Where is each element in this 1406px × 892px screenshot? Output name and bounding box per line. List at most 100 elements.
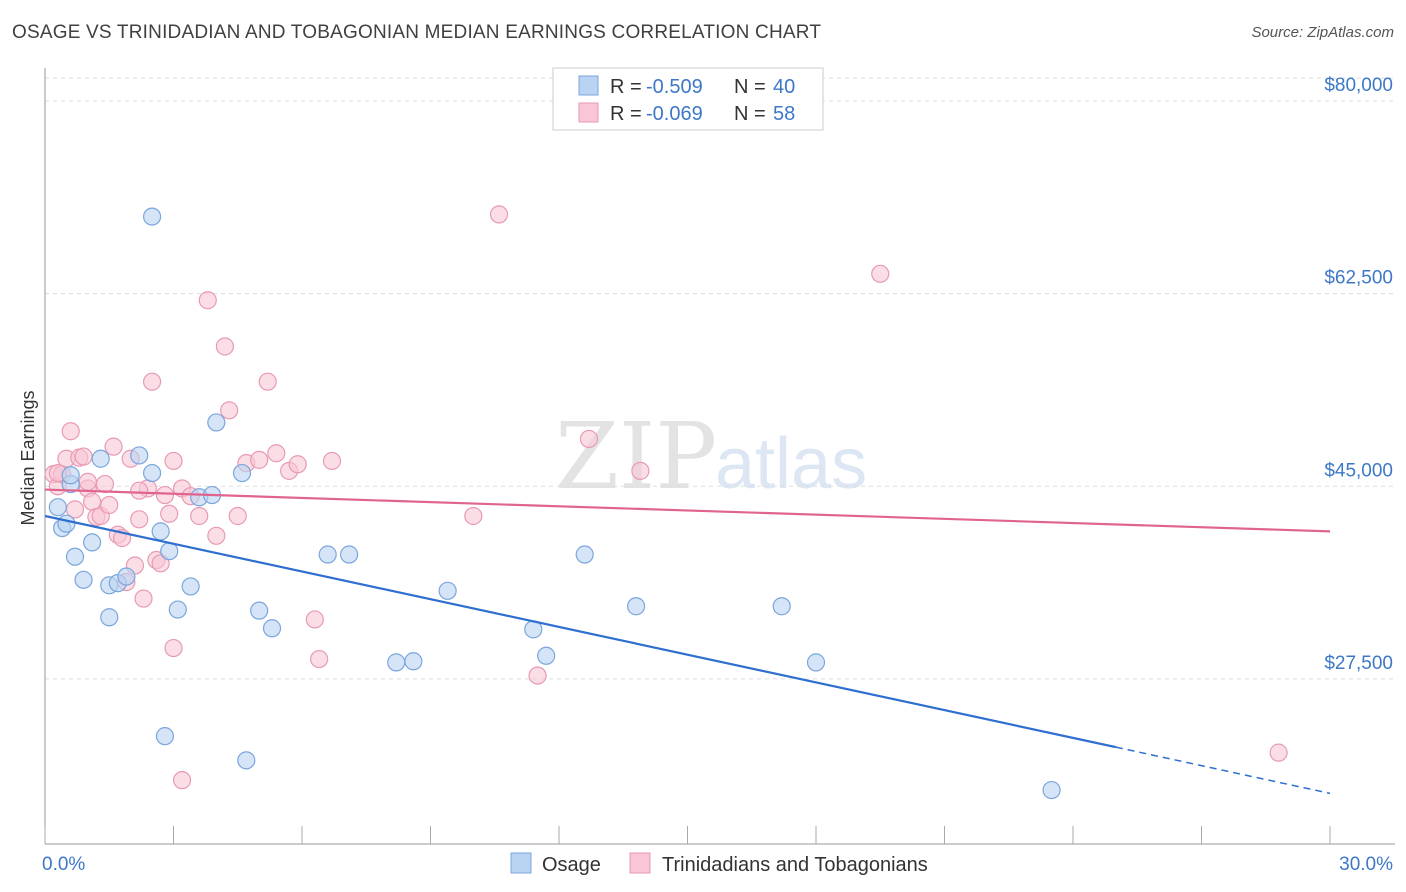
- osage-point-26: [237, 751, 256, 770]
- trini-point-46: [164, 638, 183, 658]
- trini-point-12: [95, 474, 115, 494]
- trini-trend-line: [44, 488, 1331, 533]
- y-tick-label-3: $80,000: [1324, 75, 1393, 96]
- trini-point-57: [130, 481, 149, 500]
- trini-point-35: [220, 401, 239, 420]
- trini-point-50: [528, 666, 547, 685]
- trini-point-47: [172, 771, 192, 790]
- legend-n-label-osage: N =: [734, 76, 766, 98]
- trini-point-23: [142, 372, 162, 391]
- osage-point-8: [83, 533, 102, 552]
- legend-n-label-trini: N =: [734, 103, 766, 125]
- trini-point-54: [1269, 743, 1288, 762]
- trini-point-14: [104, 437, 123, 456]
- osage-point-7: [74, 570, 93, 589]
- osage-point-28: [340, 545, 359, 564]
- trini-point-26: [155, 485, 175, 505]
- osage-point-6: [65, 547, 85, 566]
- trini-point-51: [579, 429, 599, 449]
- osage-point-34: [575, 545, 594, 564]
- stats-legend: R = -0.509 N = 40 R = -0.069 N = 58: [552, 67, 824, 131]
- bottom-swatch-trini: [629, 852, 651, 874]
- trini-point-32: [198, 291, 217, 310]
- legend-r-value-trini: -0.069: [646, 103, 703, 125]
- trini-point-55: [78, 472, 97, 491]
- trend-lines: [44, 488, 1331, 795]
- bottom-legend-trini: Trinidadians and Tobagonians: [662, 854, 928, 876]
- trini-point-33: [207, 526, 226, 545]
- osage-trend-line: [44, 514, 1117, 749]
- trini-point-53: [871, 264, 890, 283]
- osage-point-24: [100, 608, 119, 627]
- osage-point-21: [232, 463, 252, 483]
- trini-point-48: [464, 506, 483, 526]
- trini-point-34: [215, 337, 234, 356]
- grid-lines: [45, 77, 1395, 680]
- osage-point-30: [404, 652, 423, 671]
- trini-point-36: [228, 506, 247, 526]
- osage-point-13: [130, 446, 149, 465]
- trini-point-27: [160, 504, 179, 523]
- osage-point-27: [318, 545, 337, 564]
- legend-r-value-osage: -0.509: [646, 76, 703, 98]
- legend-swatch-trini: [578, 102, 599, 123]
- watermark-zip: ZIP: [555, 403, 717, 510]
- y-tick-label-1: $45,000: [1324, 460, 1393, 481]
- trini-point-20: [130, 510, 149, 529]
- osage-point-14: [142, 463, 162, 483]
- series-legend: Osage Trinidadians and Tobagonians: [510, 852, 928, 876]
- trini-point-49: [489, 205, 509, 224]
- legend-r-label-trini: R =: [610, 103, 642, 125]
- trini-point-40: [267, 444, 286, 463]
- osage-point-17: [168, 600, 187, 619]
- osage-point-0: [142, 207, 162, 226]
- trini-point-43: [305, 610, 324, 629]
- osage-point-12: [117, 567, 136, 586]
- osage-point-25: [155, 727, 175, 746]
- x-ticks: [44, 826, 1331, 844]
- osage-point-15: [151, 522, 170, 541]
- osage-point-23: [262, 619, 282, 638]
- axes: [44, 68, 1395, 845]
- osage-point-35: [626, 597, 646, 616]
- trini-point-28: [164, 451, 183, 471]
- source-label: Source: ZipAtlas.com: [1251, 24, 1394, 41]
- legend-n-value-osage: 40: [773, 76, 795, 98]
- osage-point-9: [91, 449, 110, 468]
- y-axis-title: Median Earnings: [18, 390, 38, 525]
- osage-point-39: [61, 466, 80, 485]
- osage-point-4: [57, 514, 76, 533]
- bottom-swatch-osage: [510, 852, 532, 874]
- bottom-legend-osage: Osage: [542, 854, 601, 876]
- trini-point-42: [288, 455, 307, 474]
- trini-point-44: [310, 649, 329, 669]
- osage-point-36: [772, 597, 791, 616]
- legend-swatch-osage: [578, 75, 599, 96]
- chart-title: OSAGE VS TRINIDADIAN AND TOBAGONIAN MEDI…: [12, 22, 822, 43]
- osage-point-16: [160, 542, 179, 561]
- osage-point-2: [48, 498, 67, 517]
- y-tick-label-0: $27,500: [1324, 653, 1393, 674]
- y-tick-label-2: $62,500: [1324, 268, 1393, 289]
- osage-point-29: [387, 653, 406, 672]
- osage-trend-extension: [1115, 746, 1331, 795]
- osage-point-18: [181, 577, 200, 596]
- watermark-atlas: atlas: [715, 424, 867, 504]
- trini-point-45: [322, 451, 342, 471]
- trini-point-39: [258, 372, 277, 391]
- osage-point-1: [207, 413, 226, 432]
- trini-point-21: [134, 589, 153, 608]
- osage-point-37: [806, 653, 826, 672]
- trini-point-7: [74, 447, 93, 466]
- x-tick-label-min: 0.0%: [42, 854, 85, 875]
- legend-r-label-osage: R =: [610, 76, 642, 98]
- trini-point-31: [190, 506, 209, 526]
- osage-point-38: [1042, 780, 1061, 800]
- y-tick-labels: $27,500 $45,000 $62,500 $80,000: [1324, 75, 1393, 674]
- osage-point-31: [438, 581, 457, 600]
- x-tick-label-max: 30.0%: [1339, 854, 1393, 875]
- osage-point-33: [537, 646, 556, 665]
- trini-point-13: [100, 495, 119, 515]
- osage-point-22: [250, 601, 269, 620]
